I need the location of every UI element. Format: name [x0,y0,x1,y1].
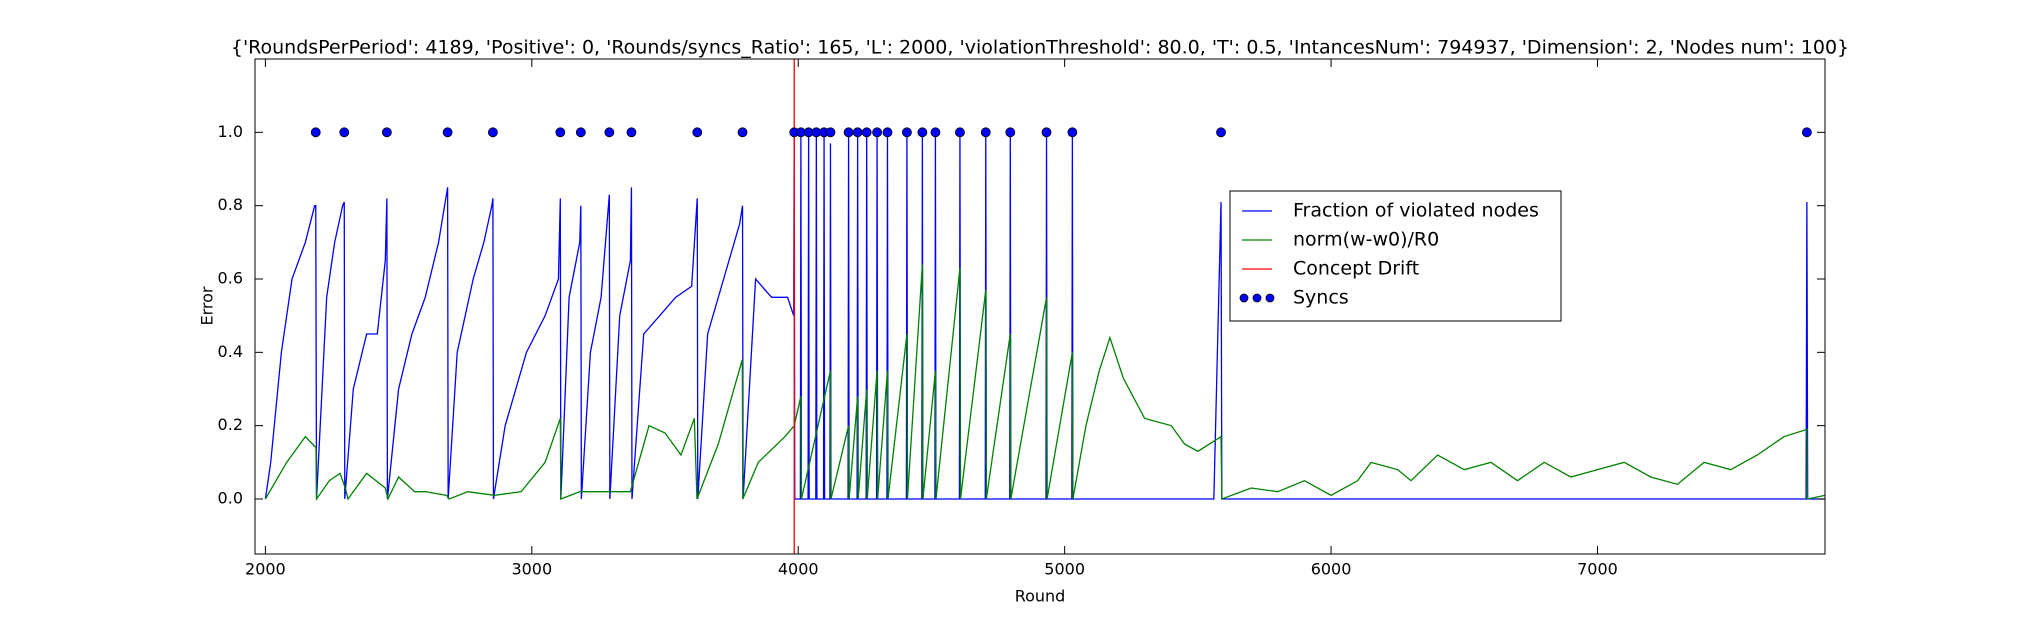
sync-point [310,127,321,138]
sync-point [626,127,637,138]
sync-point [1216,127,1226,138]
sync-point [488,127,498,138]
x-tick-label: 2000 [245,560,286,579]
sync-point [917,127,928,138]
legend-marker [1265,293,1275,303]
x-axis-label: Round [1015,587,1066,606]
legend-box [1229,190,1562,322]
y-tick-label: 0.4 [218,342,243,361]
y-tick-label: 0.0 [218,489,243,508]
x-tick-label: 7000 [1577,560,1618,579]
sync-point [902,127,912,138]
sync-point [555,127,566,138]
sync-point [339,127,350,138]
sync-point [843,127,854,138]
y-tick-label: 0.6 [218,269,243,288]
y-tick-label: 1.0 [218,122,243,141]
sync-point [852,127,863,138]
plot-area [264,59,1826,554]
chart-title: {'RoundsPerPeriod': 4189, 'Positive': 0,… [231,37,1849,59]
sync-point [1041,127,1052,138]
series-line [264,132,1825,500]
sync-point [1005,127,1016,138]
legend: Fraction of violated nodes norm(w-w0)/R0 C… [1229,190,1562,322]
legend-label: Fraction of violated nodes [1293,200,1539,222]
sync-point [575,127,586,138]
x-tick-label: 3000 [511,560,552,579]
legend-marker [1239,293,1249,303]
legend-label: Concept Drift [1293,258,1419,280]
sync-point [737,127,748,138]
series-line [264,264,1826,502]
x-tick-label: 4000 [778,560,819,579]
sync-point [825,127,836,138]
sync-point [955,127,965,138]
legend-label: Syncs [1293,287,1349,309]
sync-point [872,127,882,138]
sync-point [861,127,872,138]
plot-frame [254,58,1826,555]
legend-marker [1252,293,1262,303]
sync-point [381,127,392,138]
y-tick-label: 0.2 [218,415,243,434]
sync-point [1801,127,1812,138]
sync-point [692,127,703,138]
sync-point [882,127,893,138]
legend-label: norm(w-w0)/R0 [1293,229,1439,251]
sync-point [1067,127,1078,138]
y-axis-label: Error [198,286,217,325]
sync-point [930,127,941,138]
y-tick-label: 0.8 [218,195,243,214]
sync-point [980,127,991,138]
x-tick-label: 6000 [1311,560,1352,579]
sync-point [442,127,453,138]
sync-point [604,127,615,138]
x-tick-label: 5000 [1044,560,1085,579]
